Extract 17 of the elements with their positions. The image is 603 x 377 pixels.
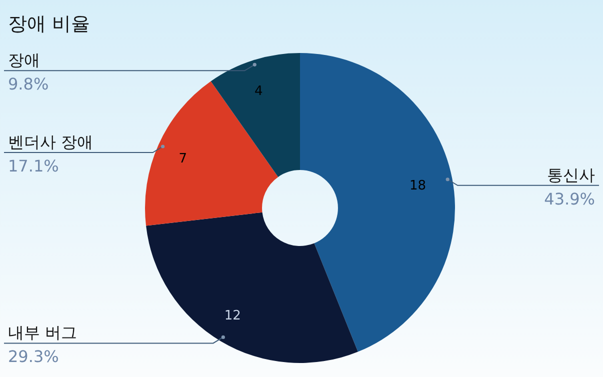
slice-label: 벤더사 장애: [8, 132, 94, 152]
donut-slice: [210, 53, 300, 177]
data-label: 7: [178, 151, 187, 166]
text: 17.1%: [8, 156, 59, 176]
text: 9.8%: [8, 74, 49, 94]
data-label: 4: [254, 84, 263, 99]
data-label: 12: [224, 308, 241, 324]
donut-slice: [146, 212, 358, 363]
slice-label: 통신사: [547, 165, 595, 184]
donut-slice: [300, 53, 455, 352]
data-label: 18: [409, 178, 426, 194]
text: 29.3%: [8, 347, 59, 366]
slice-label: 장애: [8, 50, 40, 70]
chart-title: 장애 비율: [8, 13, 90, 35]
text: 43.9%: [544, 189, 595, 208]
slice-label: 내부 버그: [8, 323, 78, 342]
donut-slice: [145, 81, 278, 226]
